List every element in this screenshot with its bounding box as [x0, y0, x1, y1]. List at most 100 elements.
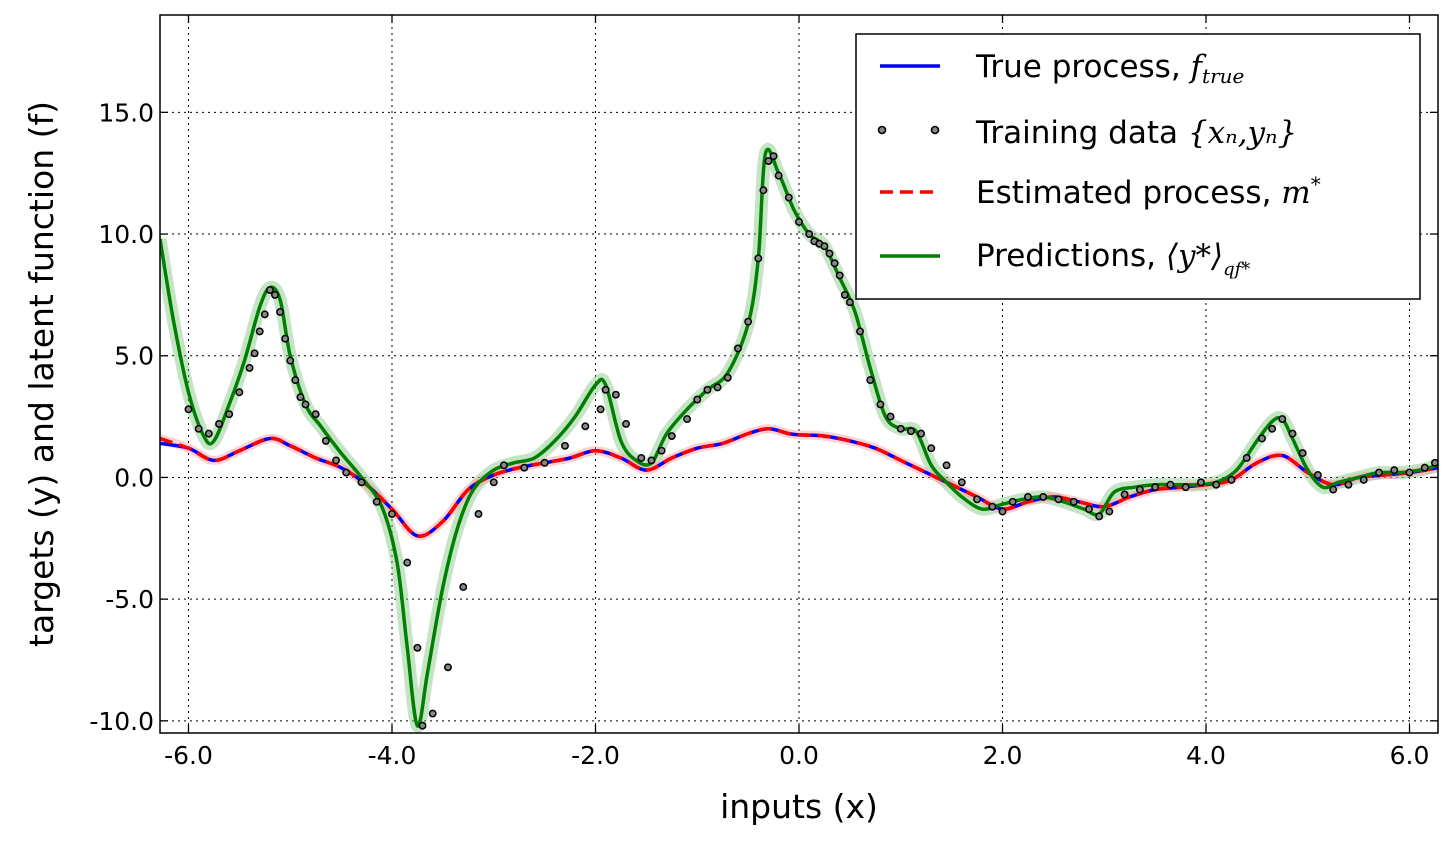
training-point: [265, 286, 274, 294]
training-point: [1329, 485, 1338, 494]
training-point: [784, 193, 793, 202]
training-point: [255, 327, 264, 336]
training-point: [271, 290, 279, 299]
training-point: [474, 509, 483, 518]
training-point: [1359, 475, 1368, 484]
training-point: [703, 385, 712, 394]
y-tick-label: -10.0: [89, 707, 154, 736]
training-point: [1196, 478, 1205, 487]
training-point: [744, 317, 753, 326]
legend: True process, ftrue Training data {xₙ,yₙ…: [855, 33, 1421, 300]
legend-marker-training-data: [930, 125, 940, 135]
training-point: [856, 327, 865, 336]
axis-ticks: -6.0 -4.0 -2.0 0.0 2.0 4.0 6.0 -10.0 -5.0 0.0 5.0 1…: [89, 15, 1438, 770]
x-tick-label: -2.0: [571, 741, 620, 770]
x-tick-label: 6.0: [1390, 741, 1430, 770]
training-point: [413, 643, 422, 652]
training-point: [596, 405, 605, 414]
training-point: [1390, 466, 1399, 475]
training-point: [225, 410, 234, 419]
training-point: [418, 721, 427, 730]
y-tick-label: -5.0: [105, 585, 154, 614]
x-axis-label: inputs (x): [720, 787, 878, 826]
training-point: [1288, 429, 1297, 438]
training-point: [459, 583, 468, 591]
training-point: [845, 298, 854, 307]
training-point: [250, 349, 259, 358]
training-point: [637, 454, 646, 462]
training-point: [520, 463, 529, 472]
training-point: [622, 419, 630, 428]
training-point: [296, 393, 305, 402]
training-point: [428, 709, 437, 718]
y-axis-label: targets (y) and latent function (f): [22, 101, 61, 647]
training-point: [998, 507, 1007, 516]
training-point: [1375, 468, 1383, 477]
training-points: [184, 152, 1438, 730]
y-tick-label: 0.0: [114, 463, 154, 492]
training-point: [281, 334, 290, 343]
training-point: [825, 249, 834, 258]
training-point: [1313, 471, 1322, 479]
y-tick-label: 15.0: [98, 98, 154, 127]
x-tick-label: -6.0: [164, 741, 213, 770]
training-point: [332, 456, 340, 465]
training-point: [357, 478, 366, 487]
training-point: [1166, 480, 1175, 489]
training-point: [444, 663, 452, 672]
x-tick-label: 2.0: [983, 741, 1023, 770]
training-point: [683, 415, 692, 423]
legend-frame: [855, 33, 1421, 300]
training-point: [1008, 497, 1017, 506]
training-point: [1278, 415, 1287, 423]
training-point: [1105, 507, 1114, 516]
training-point: [1095, 512, 1104, 521]
training-point: [1298, 449, 1307, 458]
training-point: [235, 388, 244, 397]
training-point: [489, 478, 498, 487]
training-point: [647, 456, 656, 465]
training-point: [1212, 480, 1221, 489]
training-point: [1181, 483, 1190, 492]
training-point: [754, 254, 763, 263]
training-point: [1039, 492, 1048, 501]
training-point: [866, 376, 875, 385]
training-point: [1054, 495, 1063, 504]
training-point: [774, 171, 783, 180]
training-point: [733, 344, 742, 353]
training-point: [759, 186, 768, 195]
training-point: [693, 395, 702, 404]
training-point: [764, 157, 773, 165]
training-point: [973, 495, 982, 504]
x-tick-label: -4.0: [368, 741, 417, 770]
training-point: [957, 478, 966, 487]
training-point: [1420, 463, 1429, 472]
training-point: [917, 429, 926, 438]
training-point: [723, 373, 732, 382]
training-point: [388, 509, 396, 518]
training-point: [311, 410, 320, 419]
training-point: [886, 412, 895, 421]
training-point: [372, 497, 381, 506]
legend-item-estimated-process: Estimated process, m*: [880, 172, 1321, 211]
training-point: [276, 307, 285, 316]
training-point: [1344, 480, 1353, 489]
legend-label-estimated-process: Estimated process, m*: [976, 172, 1321, 211]
training-point: [286, 356, 295, 365]
training-point: [795, 217, 803, 226]
training-point: [301, 400, 310, 409]
training-point: [561, 441, 569, 450]
training-point: [927, 444, 936, 453]
training-point: [194, 424, 203, 433]
legend-item-predictions: Predictions, ⟨y*⟩qf*: [880, 238, 1250, 280]
training-point: [896, 424, 905, 433]
training-point: [215, 419, 223, 428]
training-point: [291, 376, 300, 385]
training-point: [1430, 458, 1438, 467]
training-point: [204, 429, 213, 438]
training-point: [820, 242, 829, 251]
training-point: [1258, 434, 1266, 443]
training-point: [601, 385, 610, 394]
training-point: [1120, 490, 1129, 499]
training-point: [499, 461, 508, 470]
